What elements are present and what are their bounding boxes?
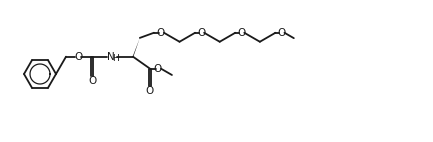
- Text: O: O: [157, 28, 165, 38]
- Text: N: N: [107, 52, 115, 62]
- Text: O: O: [88, 76, 96, 86]
- Text: O: O: [197, 28, 205, 38]
- Polygon shape: [132, 38, 140, 57]
- Text: O: O: [74, 52, 82, 62]
- Text: O: O: [237, 28, 246, 38]
- Text: O: O: [146, 86, 154, 96]
- Text: H: H: [113, 54, 120, 63]
- Text: O: O: [154, 64, 162, 74]
- Text: O: O: [278, 28, 286, 38]
